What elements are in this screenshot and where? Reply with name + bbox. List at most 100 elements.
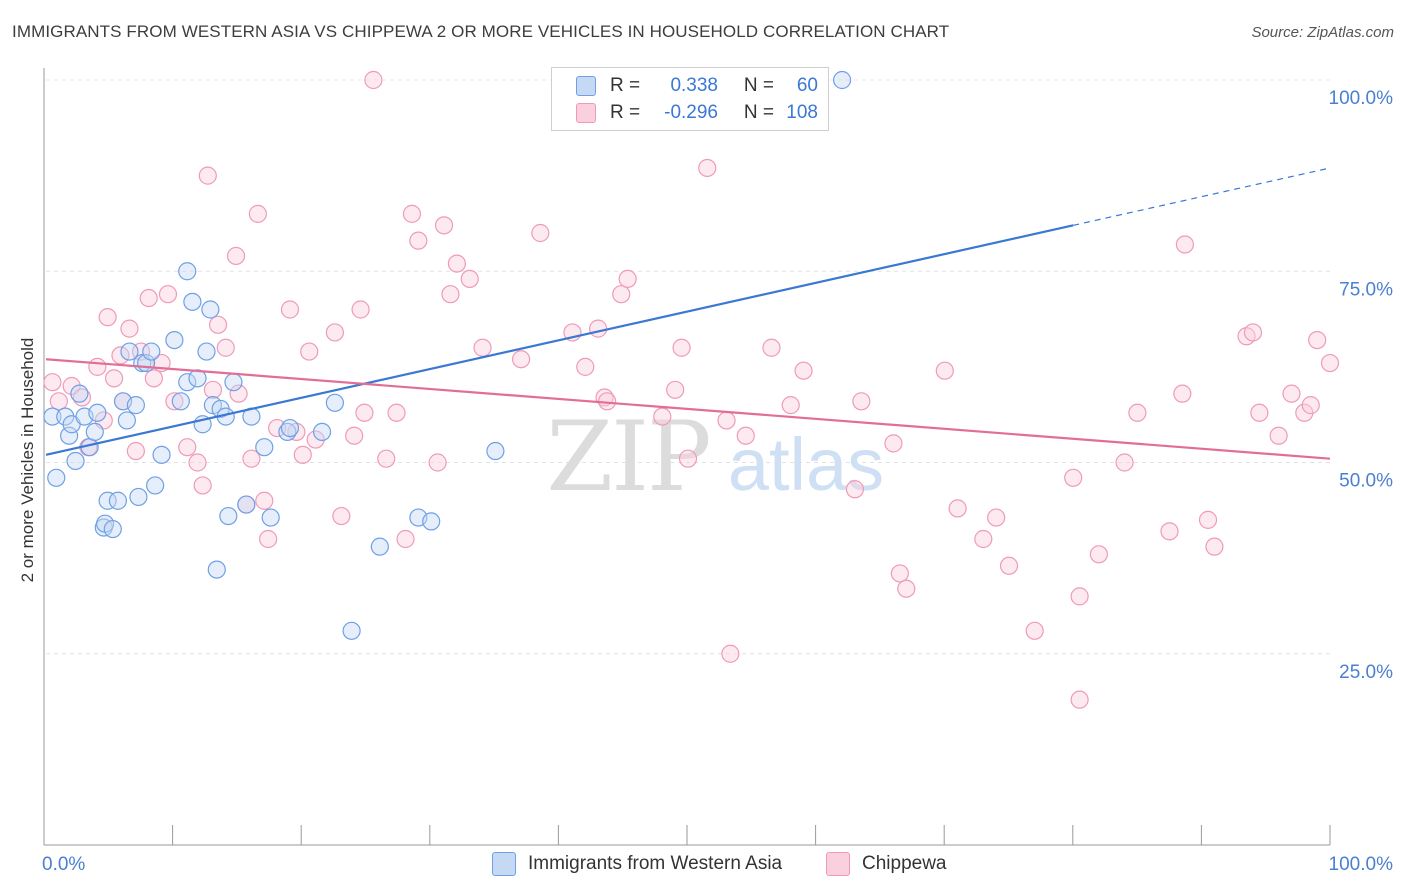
data-point bbox=[85, 422, 104, 441]
data-point bbox=[1160, 522, 1179, 541]
axes bbox=[43, 68, 1331, 846]
data-point bbox=[890, 564, 909, 583]
data-point bbox=[447, 254, 466, 273]
data-point bbox=[948, 499, 967, 518]
legend-item-western-asia: Immigrants from Western Asia bbox=[492, 852, 782, 876]
data-point bbox=[325, 393, 344, 412]
data-point bbox=[342, 621, 361, 640]
data-point bbox=[781, 396, 800, 415]
source-label: Source: ZipAtlas.com bbox=[1251, 24, 1394, 41]
x-tick-label: 0.0% bbox=[42, 854, 85, 875]
data-point bbox=[188, 369, 207, 388]
data-point bbox=[178, 262, 197, 281]
data-point bbox=[351, 300, 370, 319]
data-point bbox=[207, 560, 226, 579]
data-point bbox=[126, 441, 145, 461]
data-point bbox=[974, 529, 993, 549]
data-point bbox=[666, 380, 685, 399]
y-tick-label: 100.0% bbox=[1329, 88, 1394, 109]
data-point bbox=[201, 300, 220, 319]
legend-item-chippewa: Chippewa bbox=[826, 852, 947, 876]
stats-legend: R = 0.338 N = 60 R = -0.296 N = 108 bbox=[551, 67, 829, 131]
data-point bbox=[1198, 510, 1218, 529]
data-point bbox=[762, 338, 781, 357]
data-point bbox=[255, 438, 274, 457]
data-point bbox=[293, 445, 312, 464]
data-point bbox=[332, 506, 351, 526]
data-point bbox=[242, 449, 261, 468]
data-point bbox=[402, 204, 422, 223]
data-point bbox=[312, 422, 332, 441]
grid-lines bbox=[46, 79, 1330, 655]
legend-label-chippewa: Chippewa bbox=[862, 853, 947, 874]
data-point bbox=[1243, 323, 1263, 342]
data-point bbox=[721, 644, 740, 663]
tick-labels: 25.0% 50.0% 75.0% 100.0% 0.0% 100.0% bbox=[42, 88, 1393, 875]
legend-n-value: 60 bbox=[796, 75, 818, 96]
data-point bbox=[1308, 331, 1327, 350]
data-point bbox=[142, 342, 161, 361]
data-point bbox=[698, 158, 717, 178]
trend-line-western-asia-extension bbox=[1073, 167, 1331, 226]
legend-r-label: R = bbox=[610, 75, 641, 96]
data-point bbox=[248, 204, 267, 223]
data-point bbox=[1301, 396, 1320, 415]
trend-line-chippewa bbox=[45, 358, 1331, 460]
data-point bbox=[60, 426, 79, 445]
data-point bbox=[1070, 690, 1089, 709]
data-point bbox=[396, 529, 415, 549]
data-point bbox=[987, 508, 1006, 527]
data-point bbox=[832, 70, 852, 90]
x-tick-label: 100.0% bbox=[1329, 854, 1394, 875]
data-point bbox=[434, 216, 454, 235]
data-point bbox=[1269, 426, 1288, 445]
data-point bbox=[364, 70, 383, 90]
data-point bbox=[325, 323, 344, 342]
data-point bbox=[144, 369, 163, 388]
data-point bbox=[183, 292, 202, 311]
watermark: ZIP atlas bbox=[546, 401, 884, 513]
y-tick-label: 75.0% bbox=[1339, 279, 1393, 300]
data-point bbox=[139, 288, 158, 308]
data-point bbox=[1128, 403, 1147, 422]
data-point bbox=[653, 407, 672, 426]
data-point bbox=[300, 342, 319, 361]
data-point bbox=[268, 418, 287, 438]
data-point bbox=[409, 231, 428, 250]
data-point bbox=[280, 418, 300, 438]
data-point bbox=[355, 403, 374, 422]
data-point bbox=[108, 491, 128, 510]
data-point bbox=[193, 476, 212, 495]
legend-r-label: R = bbox=[610, 102, 641, 123]
data-point bbox=[70, 384, 89, 403]
data-point bbox=[280, 300, 300, 319]
series-western-asia-points bbox=[43, 70, 852, 640]
legend-n-label: N = bbox=[743, 102, 774, 123]
data-point bbox=[120, 319, 139, 338]
data-point bbox=[117, 411, 136, 430]
data-point bbox=[531, 223, 550, 243]
data-point bbox=[678, 449, 698, 468]
data-point bbox=[897, 579, 916, 598]
data-point bbox=[428, 453, 447, 472]
data-point bbox=[88, 403, 107, 422]
data-point bbox=[486, 441, 505, 461]
data-point bbox=[103, 519, 122, 539]
legend-swatch-pink bbox=[576, 103, 596, 123]
data-point bbox=[120, 342, 139, 361]
watermark-zip: ZIP bbox=[546, 401, 709, 513]
series-chippewa-points bbox=[43, 70, 1340, 709]
data-point bbox=[1250, 403, 1269, 422]
series-legend: Immigrants from Western Asia Chippewa bbox=[0, 852, 1406, 878]
data-point bbox=[1282, 384, 1301, 403]
data-point bbox=[1173, 384, 1192, 403]
data-point bbox=[1025, 621, 1044, 640]
data-point bbox=[152, 445, 171, 464]
data-point bbox=[226, 246, 246, 266]
data-point bbox=[98, 308, 117, 327]
legend-row-western-asia: R = 0.338 N = 60 bbox=[576, 73, 818, 99]
trend-lines bbox=[45, 167, 1331, 460]
data-point bbox=[165, 331, 184, 350]
data-point bbox=[672, 338, 691, 357]
data-point bbox=[387, 403, 406, 422]
